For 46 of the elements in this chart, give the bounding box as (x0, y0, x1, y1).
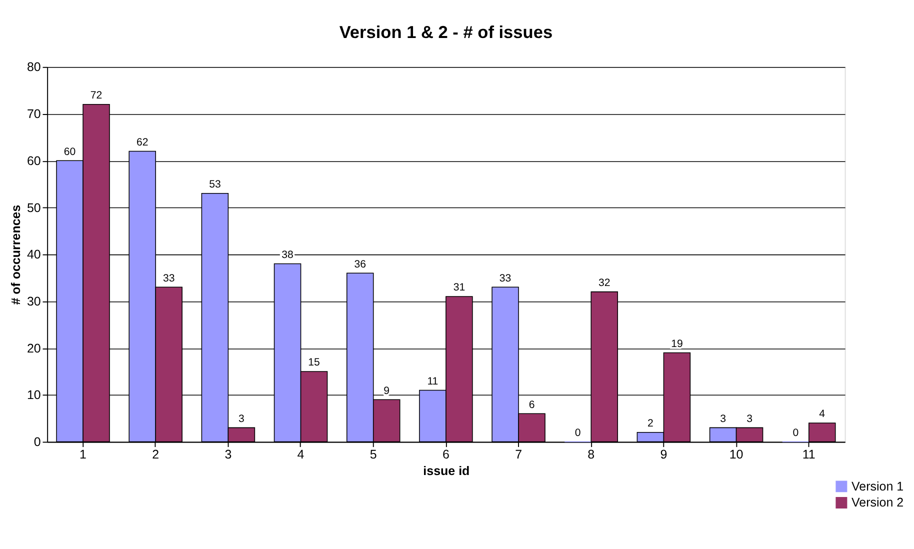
y-tick-label: 10 (26, 388, 41, 402)
y-tick-label: 60 (26, 154, 41, 168)
data-label: 11 (427, 375, 438, 388)
x-tick-label: 11 (802, 448, 816, 462)
chart-title: Version 1 & 2 - # of issues (339, 22, 553, 42)
y-tick-label: 0 (34, 435, 41, 450)
y-tick-label: 30 (26, 294, 41, 309)
data-label: 15 (308, 356, 320, 369)
y-tick-label: 70 (26, 107, 41, 122)
x-tick-label: 4 (297, 448, 304, 462)
x-tick-label: 9 (660, 448, 668, 462)
y-tick-label: 50 (26, 200, 41, 215)
x-tick-label: 10 (729, 448, 744, 462)
data-label: 60 (64, 146, 76, 158)
legend-label: Version 1 (852, 479, 904, 494)
data-label: 3 (720, 412, 726, 425)
data-label: 4 (819, 408, 826, 420)
x-tick-label: 7 (515, 448, 522, 462)
x-tick-label: 3 (224, 448, 232, 462)
data-label: 33 (162, 272, 175, 284)
x-tick-label: 2 (152, 448, 160, 462)
data-label: 2 (648, 418, 654, 430)
data-label: 31 (453, 282, 466, 294)
data-label: 33 (499, 272, 512, 284)
y-tick-label: 20 (26, 341, 41, 356)
x-tick-label: 8 (588, 448, 595, 462)
data-label: 62 (136, 136, 148, 148)
data-label: 6 (528, 398, 535, 411)
data-label: 72 (90, 90, 102, 102)
data-label: 53 (209, 178, 221, 191)
x-tick-label: 6 (442, 448, 450, 462)
legend-label: Version 2 (852, 496, 904, 510)
y-axis-title: # of occurrences (9, 204, 24, 305)
data-label: 3 (238, 412, 244, 425)
data-label: 32 (598, 277, 610, 290)
y-tick-label: 40 (26, 248, 41, 262)
data-label: 0 (792, 426, 799, 439)
data-label: 9 (384, 384, 390, 397)
x-tick-label: 5 (370, 448, 377, 462)
x-axis-title: issue id (423, 464, 470, 478)
y-tick-label: 80 (26, 60, 41, 74)
data-label: 19 (671, 338, 683, 350)
data-label: 36 (354, 258, 366, 270)
x-tick-label: 1 (80, 448, 87, 462)
data-label: 0 (574, 426, 581, 439)
data-label: 3 (746, 412, 753, 425)
